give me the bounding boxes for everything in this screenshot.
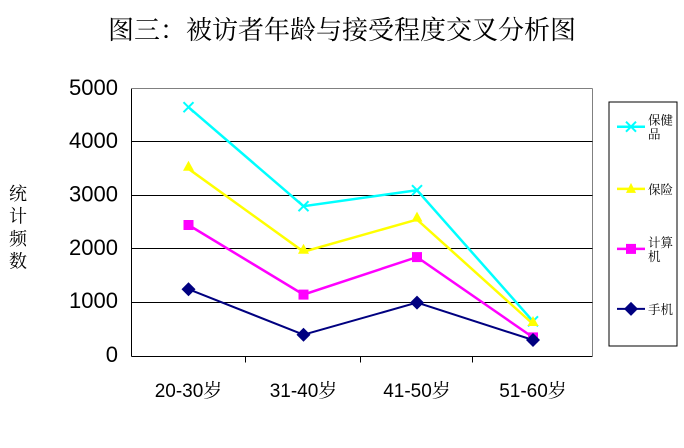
svg-text:41-50岁: 41-50岁 bbox=[383, 376, 451, 403]
svg-text:3000: 3000 bbox=[69, 182, 118, 207]
svg-text:5000: 5000 bbox=[69, 75, 118, 100]
svg-text:4000: 4000 bbox=[69, 128, 118, 153]
svg-text:2000: 2000 bbox=[69, 235, 118, 260]
svg-text:1000: 1000 bbox=[69, 288, 118, 313]
svg-text:51-60岁: 51-60岁 bbox=[499, 376, 567, 403]
svg-text:31-40岁: 31-40岁 bbox=[270, 376, 338, 403]
svg-text:机: 机 bbox=[648, 247, 661, 265]
svg-text:20-30岁: 20-30岁 bbox=[155, 376, 223, 403]
svg-text:数: 数 bbox=[9, 248, 27, 274]
svg-text:图三：被访者年龄与接受程度交叉分析图: 图三：被访者年龄与接受程度交叉分析图 bbox=[108, 10, 576, 47]
svg-text:0: 0 bbox=[106, 342, 118, 367]
svg-text:保险: 保险 bbox=[648, 180, 673, 198]
svg-text:手机: 手机 bbox=[648, 300, 674, 318]
svg-text:品: 品 bbox=[648, 125, 661, 143]
